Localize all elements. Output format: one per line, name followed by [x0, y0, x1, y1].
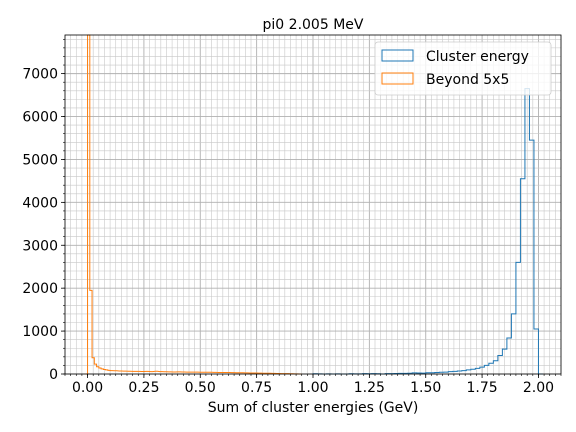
x-tick-label: 0.50: [185, 380, 216, 396]
y-tick-label: 6000: [22, 110, 58, 126]
legend-swatch-cluster-energy: [381, 49, 414, 62]
y-tick-label: 7000: [22, 67, 58, 83]
x-tick-label: 1.75: [467, 380, 498, 396]
series-step-beyond-5x5: [85, 34, 302, 375]
y-tick-label: 1000: [22, 324, 58, 340]
legend-swatch-beyond-5x5: [381, 72, 414, 85]
y-tick-label: 0: [49, 367, 58, 383]
x-tick-label: 1.50: [410, 380, 441, 396]
axis-ticks: 0.00 0.25 0.50 0.75 1.00 1.25 1.50 1.75 2.00 0 100…: [22, 38, 562, 396]
x-tick-label: 1.25: [354, 380, 385, 396]
y-tick-label: 5000: [22, 152, 58, 168]
y-tick-label: 2000: [22, 281, 58, 297]
y-tick-label: 3000: [22, 238, 58, 254]
legend-box: [374, 41, 552, 96]
x-axis-title: Sum of cluster energies (GeV): [208, 400, 419, 416]
legend-label-beyond-5x5: Beyond 5x5: [426, 72, 509, 88]
x-tick-label: 0.75: [241, 380, 272, 396]
y-tick-label: 4000: [22, 195, 58, 211]
grid: [64, 35, 562, 375]
x-tick-label: 0.25: [128, 380, 159, 396]
legend: Cluster energy Beyond 5x5: [374, 41, 552, 96]
x-tick-label: 0.00: [72, 380, 103, 396]
legend-label-cluster-energy: Cluster energy: [426, 49, 529, 65]
chart-title: pi0 2.005 MeV: [263, 17, 364, 33]
x-tick-label: 2.00: [523, 380, 554, 396]
x-tick-label: 1.00: [297, 380, 328, 396]
